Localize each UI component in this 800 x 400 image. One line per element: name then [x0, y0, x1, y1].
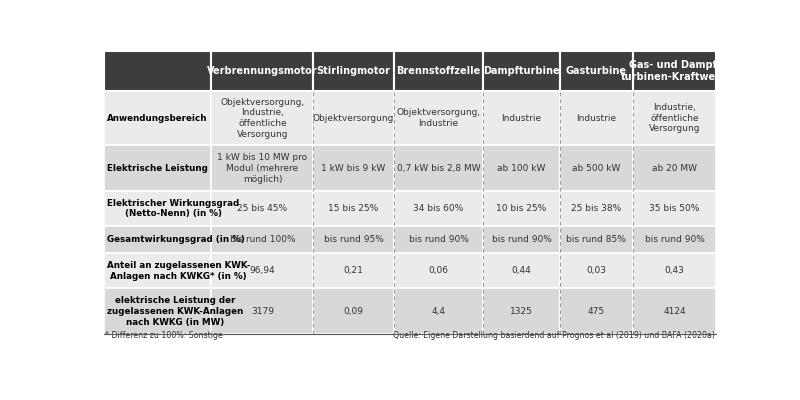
Text: ab 500 kW: ab 500 kW: [572, 164, 621, 173]
Bar: [483, 146, 560, 191]
Bar: [104, 253, 211, 288]
Text: Objektversorgung,
Industrie: Objektversorgung, Industrie: [397, 108, 481, 128]
Text: Quelle: Eigene Darstellung basierdend auf Prognos et al (2019) und BAFA (2020a): Quelle: Eigene Darstellung basierdend au…: [393, 332, 714, 340]
Text: Gas- und Dampf-
turbinen-Kraftwerk: Gas- und Dampf- turbinen-Kraftwerk: [622, 60, 728, 82]
Bar: [560, 288, 633, 334]
Bar: [633, 191, 716, 226]
Text: Objektversorgung: Objektversorgung: [313, 114, 394, 123]
Bar: [104, 191, 211, 226]
Bar: [560, 51, 633, 91]
Bar: [483, 288, 560, 334]
Text: Anteil an zugelassenen KWK-
Anlagen nach KWKG* (in %): Anteil an zugelassenen KWK- Anlagen nach…: [107, 261, 250, 281]
Text: 1 kW bis 9 kW: 1 kW bis 9 kW: [322, 164, 386, 173]
Text: 25 bis 38%: 25 bis 38%: [571, 204, 622, 213]
Bar: [394, 146, 483, 191]
Bar: [211, 288, 314, 334]
Bar: [483, 51, 560, 91]
Bar: [314, 288, 394, 334]
Text: bis rund 100%: bis rund 100%: [230, 235, 295, 244]
Text: 3179: 3179: [251, 307, 274, 316]
Bar: [394, 191, 483, 226]
Bar: [394, 288, 483, 334]
Text: 1325: 1325: [510, 307, 533, 316]
Text: 15 bis 25%: 15 bis 25%: [329, 204, 378, 213]
Bar: [211, 91, 314, 146]
Bar: [314, 253, 394, 288]
Bar: [633, 146, 716, 191]
Bar: [483, 191, 560, 226]
Text: bis rund 90%: bis rund 90%: [492, 235, 551, 244]
Bar: [314, 146, 394, 191]
Text: Dampfturbine: Dampfturbine: [483, 66, 560, 76]
Bar: [633, 51, 716, 91]
Text: Anwendungsbereich: Anwendungsbereich: [107, 114, 207, 123]
Text: ab 20 MW: ab 20 MW: [652, 164, 697, 173]
Bar: [560, 91, 633, 146]
Bar: [211, 253, 314, 288]
Text: 0,7 kW bis 2,8 MW: 0,7 kW bis 2,8 MW: [397, 164, 480, 173]
Bar: [633, 253, 716, 288]
Text: 4,4: 4,4: [431, 307, 446, 316]
Text: 0,43: 0,43: [665, 266, 685, 275]
Bar: [314, 91, 394, 146]
Bar: [211, 226, 314, 253]
Text: Elektrische Leistung: Elektrische Leistung: [107, 164, 208, 173]
Text: 0,06: 0,06: [429, 266, 449, 275]
Text: Stirlingmotor: Stirlingmotor: [317, 66, 390, 76]
Text: 1 kW bis 10 MW pro
Modul (mehrere
möglich): 1 kW bis 10 MW pro Modul (mehrere möglic…: [218, 153, 307, 184]
Text: 0,09: 0,09: [343, 307, 363, 316]
Text: ab 100 kW: ab 100 kW: [498, 164, 546, 173]
Bar: [633, 91, 716, 146]
Bar: [394, 91, 483, 146]
Bar: [104, 146, 211, 191]
Text: 0,21: 0,21: [343, 266, 363, 275]
Bar: [211, 191, 314, 226]
Text: bis rund 95%: bis rund 95%: [323, 235, 383, 244]
Text: Gesamtwirkungsgrad (in %): Gesamtwirkungsgrad (in %): [107, 235, 245, 244]
Text: 475: 475: [588, 307, 605, 316]
Bar: [104, 91, 211, 146]
Text: 25 bis 45%: 25 bis 45%: [238, 204, 287, 213]
Text: Industrie: Industrie: [502, 114, 542, 123]
Text: Objektversorgung,
Industrie,
öffentliche
Versorgung: Objektversorgung, Industrie, öffentliche…: [220, 98, 305, 139]
Bar: [633, 288, 716, 334]
Bar: [211, 51, 314, 91]
Text: Brennstoffzelle: Brennstoffzelle: [397, 66, 481, 76]
Bar: [104, 51, 211, 91]
Text: 0,03: 0,03: [586, 266, 606, 275]
Text: Industrie,
öffentliche
Versorgung: Industrie, öffentliche Versorgung: [649, 103, 700, 134]
Bar: [314, 51, 394, 91]
Text: Verbrennungsmotor: Verbrennungsmotor: [207, 66, 318, 76]
Text: Gasturbine: Gasturbine: [566, 66, 627, 76]
Text: bis rund 85%: bis rund 85%: [566, 235, 626, 244]
Text: 96,94: 96,94: [250, 266, 275, 275]
Bar: [560, 253, 633, 288]
Bar: [483, 253, 560, 288]
Text: 0,44: 0,44: [512, 266, 531, 275]
Bar: [633, 226, 716, 253]
Text: * Differenz zu 100%: Sonstige: * Differenz zu 100%: Sonstige: [106, 332, 223, 340]
Bar: [483, 91, 560, 146]
Text: bis rund 90%: bis rund 90%: [645, 235, 705, 244]
Bar: [211, 146, 314, 191]
Bar: [394, 226, 483, 253]
Bar: [104, 288, 211, 334]
Text: 4124: 4124: [663, 307, 686, 316]
Bar: [560, 146, 633, 191]
Bar: [394, 51, 483, 91]
Bar: [560, 226, 633, 253]
Text: bis rund 90%: bis rund 90%: [409, 235, 469, 244]
Bar: [314, 191, 394, 226]
Text: 10 bis 25%: 10 bis 25%: [497, 204, 546, 213]
Bar: [394, 253, 483, 288]
Text: 34 bis 60%: 34 bis 60%: [414, 204, 464, 213]
Bar: [483, 226, 560, 253]
Bar: [104, 226, 211, 253]
Text: Elektrischer Wirkungsgrad
(Netto-Nenn) (in %): Elektrischer Wirkungsgrad (Netto-Nenn) (…: [107, 199, 239, 218]
Text: Industrie: Industrie: [576, 114, 617, 123]
Bar: [560, 191, 633, 226]
Text: 35 bis 50%: 35 bis 50%: [650, 204, 700, 213]
Bar: [314, 226, 394, 253]
Text: elektrische Leistung der
zugelassenen KWK-Anlagen
nach KWKG (in MW): elektrische Leistung der zugelassenen KW…: [107, 296, 243, 327]
